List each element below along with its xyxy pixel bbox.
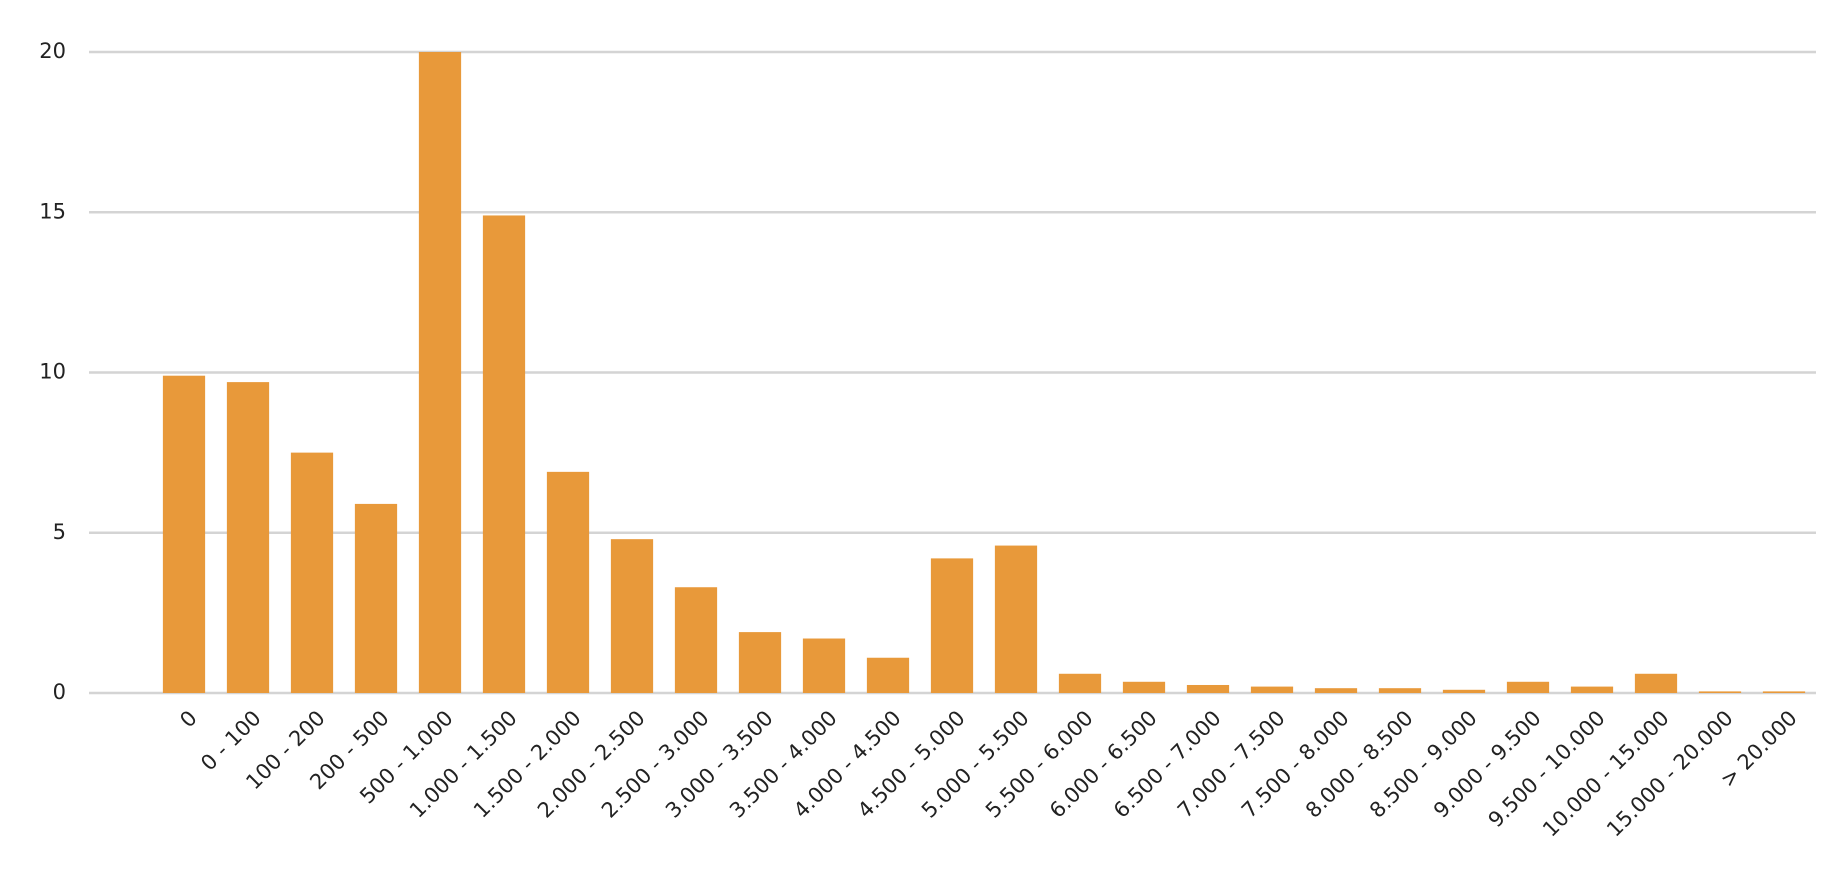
y-tick-label: 0 (53, 680, 66, 704)
bar (866, 657, 910, 693)
bar (1250, 686, 1294, 693)
bar (1122, 681, 1166, 693)
y-tick-label: 20 (39, 39, 66, 63)
bar (546, 471, 590, 693)
bar (1506, 681, 1550, 693)
bar (610, 539, 654, 693)
bar (930, 558, 974, 693)
bar (1570, 686, 1614, 693)
bar (418, 52, 462, 693)
bar (994, 545, 1038, 693)
bar (1698, 691, 1742, 693)
bar (1378, 688, 1422, 693)
bar (162, 375, 206, 693)
x-tick-label: 0 (175, 706, 201, 732)
bar (1314, 688, 1358, 693)
bar (1634, 673, 1678, 693)
bar (482, 215, 526, 693)
bar (1442, 689, 1486, 693)
bar (802, 638, 846, 693)
bar (674, 587, 718, 693)
y-tick-label: 10 (39, 360, 66, 384)
bar (1186, 684, 1230, 693)
bar (290, 452, 334, 693)
bar (1058, 673, 1102, 693)
y-tick-label: 15 (39, 199, 66, 223)
bar (738, 632, 782, 693)
bar (1762, 691, 1806, 693)
bar (226, 382, 270, 693)
y-tick-label: 5 (53, 520, 66, 544)
x-tick-label: 9.500 - 10.000 (1484, 706, 1610, 832)
bar (354, 503, 398, 693)
